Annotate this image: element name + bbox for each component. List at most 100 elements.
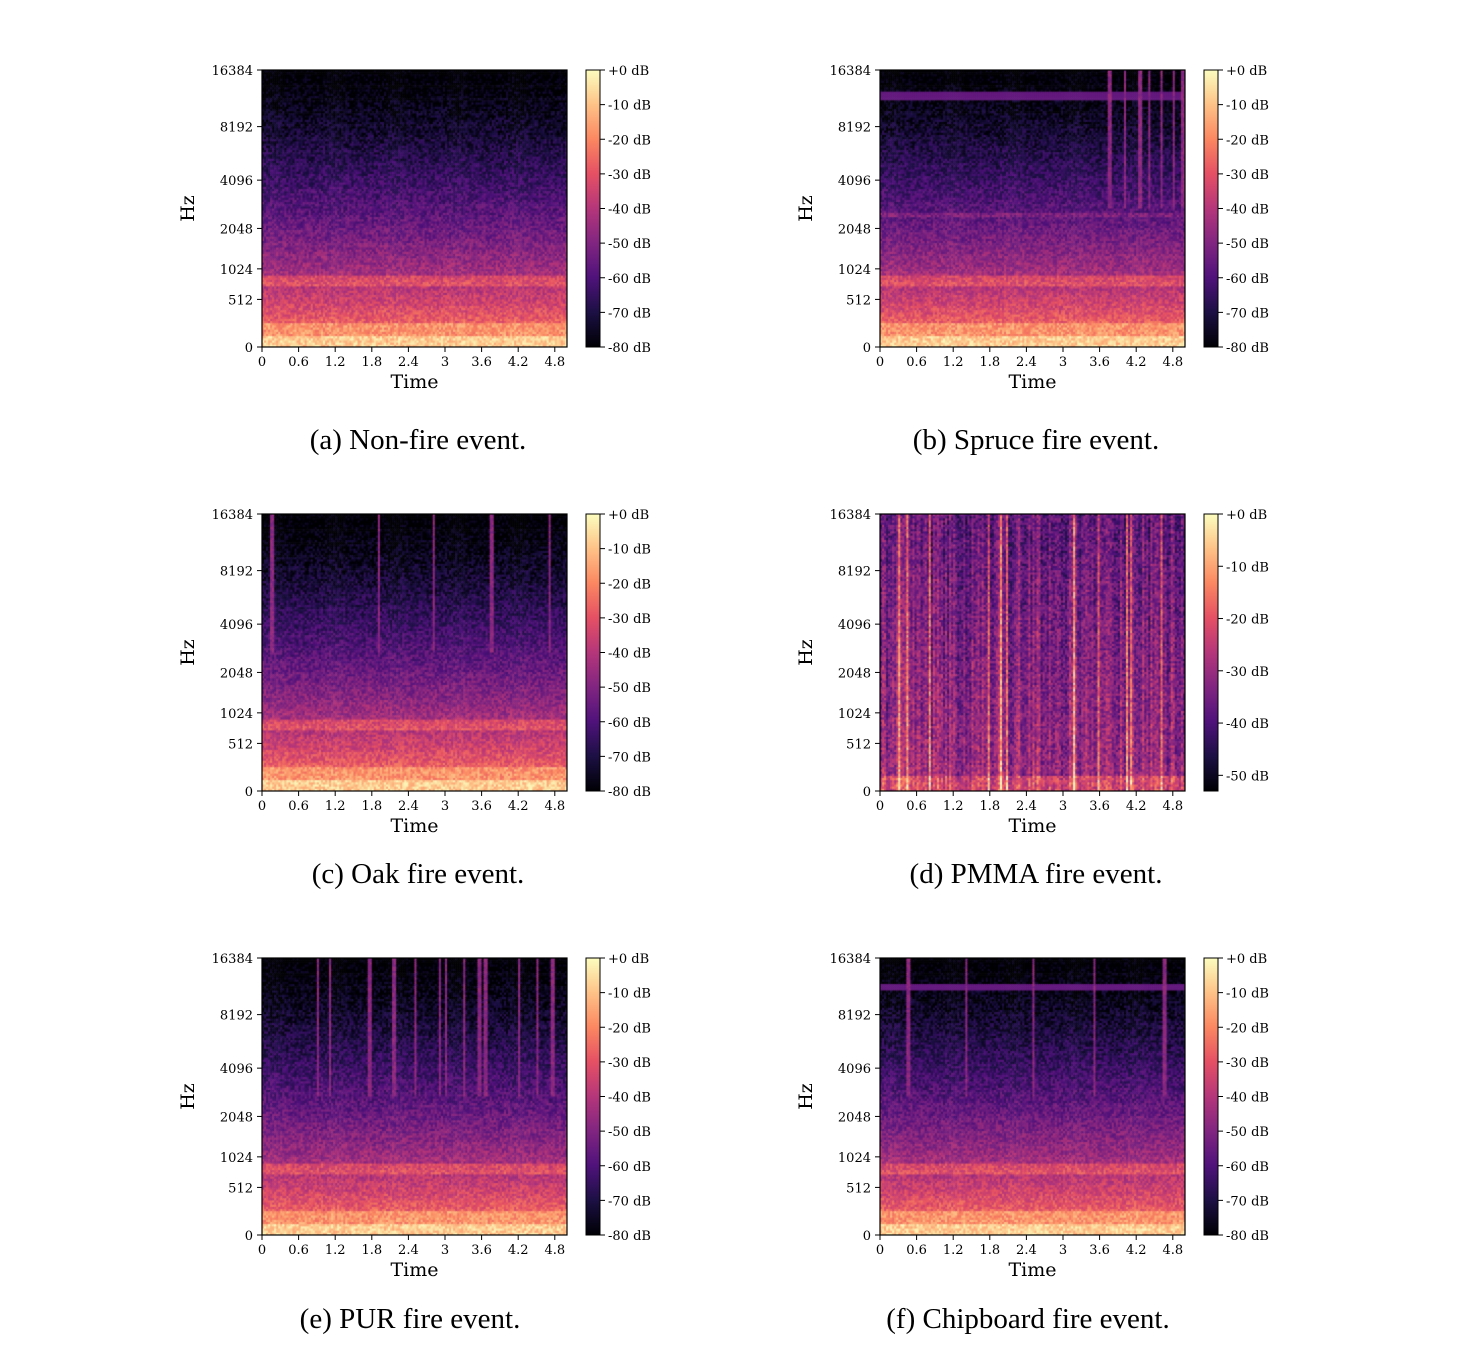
x-tick-label: 1.2: [943, 799, 964, 814]
spectrogram-chart: 0 0.6 1.2 1.8 2.4 3 3.6 4.2 4.8 Time 0 512 1024 2048 4…: [795, 508, 1269, 837]
y-tick-label: 16384: [830, 508, 871, 523]
colorbar-tick-label: -60 dB: [608, 716, 651, 731]
x-tick-label: 3: [1059, 799, 1067, 814]
x-tick-label: 1.8: [361, 355, 382, 370]
x-tick-label: 0.6: [288, 1243, 309, 1258]
colorbar-tick-label: -60 dB: [608, 1160, 651, 1175]
caption-d: (d) PMMA fire event.: [909, 858, 1163, 890]
y-tick-label: 1024: [838, 707, 871, 722]
spectrogram-image: [262, 70, 567, 347]
y-tick-label: 4096: [220, 1062, 253, 1077]
colorbar-tick-label: -40 dB: [608, 1091, 651, 1106]
y-tick-label: 1024: [220, 263, 253, 278]
x-tick-label: 1.2: [943, 1243, 964, 1258]
colorbar-tick-label: +0 dB: [1226, 952, 1267, 967]
x-tick-label: 0.6: [288, 355, 309, 370]
y-tick-label: 512: [846, 1181, 871, 1196]
colorbar-tick-label: -60 dB: [1226, 1160, 1269, 1175]
x-tick-label: 0: [258, 1243, 266, 1258]
x-tick-label: 4.8: [1162, 355, 1183, 370]
x-tick-label: 1.8: [361, 1243, 382, 1258]
y-tick-label: 4096: [838, 1062, 871, 1077]
x-tick-label: 3.6: [1089, 799, 1110, 814]
x-tick-label: 3: [441, 799, 449, 814]
x-tick-label: 0.6: [906, 355, 927, 370]
colorbar-tick-label: -40 dB: [1226, 717, 1269, 732]
colorbar-tick-label: -80 dB: [608, 785, 651, 800]
colorbar-tick-label: -40 dB: [1226, 1091, 1269, 1106]
y-axis-label: Hz: [177, 639, 199, 666]
plot-frame: [879, 957, 1186, 1236]
x-tick-label: 4.2: [508, 1243, 529, 1258]
panel-b: 0 0.6 1.2 1.8 2.4 3 3.6 4.2 4.8 Time 0 512 1024 2048 4…: [788, 55, 1408, 475]
plot-frame: [261, 513, 568, 792]
colorbar-tick-label: -70 dB: [1226, 306, 1269, 321]
x-tick-label: 4.2: [1126, 799, 1147, 814]
x-tick-label: 0: [258, 799, 266, 814]
y-tick-label: 16384: [212, 508, 253, 523]
colorbar-tick-label: -50 dB: [608, 681, 651, 696]
x-tick-label: 0: [258, 355, 266, 370]
y-tick-label: 2048: [220, 666, 253, 681]
colorbar-tick-label: -20 dB: [608, 133, 651, 148]
y-tick-label: 1024: [838, 1151, 871, 1166]
colorbar-tick-label: -30 dB: [608, 612, 651, 627]
y-tick-label: 4096: [220, 174, 253, 189]
x-tick-label: 1.2: [325, 799, 346, 814]
x-tick-label: 4.2: [1126, 1243, 1147, 1258]
caption-f: (f) Chipboard fire event.: [886, 1303, 1170, 1335]
colorbar-tick-label: +0 dB: [608, 952, 649, 967]
y-tick-label: 4096: [838, 618, 871, 633]
x-tick-label: 3: [1059, 1243, 1067, 1258]
colorbar-tick-label: -80 dB: [1226, 1229, 1269, 1244]
colorbar-tick-label: -10 dB: [608, 99, 651, 114]
colorbar: [1203, 957, 1219, 1236]
colorbar-tick-label: -50 dB: [1226, 237, 1269, 252]
y-tick-label: 4096: [838, 174, 871, 189]
x-tick-label: 3.6: [471, 799, 492, 814]
colorbar-tick-label: -40 dB: [608, 203, 651, 218]
y-tick-label: 512: [228, 293, 253, 308]
caption-c: (c) Oak fire event.: [311, 858, 525, 890]
colorbar-tick-label: -10 dB: [1226, 99, 1269, 114]
x-tick-label: 4.2: [1126, 355, 1147, 370]
x-tick-label: 4.8: [544, 799, 565, 814]
x-tick-label: 3.6: [471, 355, 492, 370]
caption-e: (e) PUR fire event.: [299, 1303, 521, 1335]
x-tick-label: 3: [441, 355, 449, 370]
colorbar-tick-label: -70 dB: [608, 1194, 651, 1209]
colorbar-tick-label: +0 dB: [1226, 64, 1267, 79]
x-tick-label: 4.8: [1162, 799, 1183, 814]
colorbar-tick-label: -30 dB: [1226, 168, 1269, 183]
x-tick-label: 0: [876, 799, 884, 814]
y-axis-label: Hz: [177, 195, 199, 222]
y-tick-label: 4096: [220, 618, 253, 633]
plot-frame: [879, 513, 1186, 792]
spectrogram-chart: 0 0.6 1.2 1.8 2.4 3 3.6 4.2 4.8 Time 0 512 1024 2048 4…: [177, 508, 651, 837]
y-axis-label: Hz: [795, 639, 817, 666]
colorbar-tick-label: +0 dB: [608, 508, 649, 523]
x-tick-label: 3: [441, 1243, 449, 1258]
x-tick-label: 2.4: [1016, 1243, 1037, 1258]
x-axis-label: Time: [390, 1259, 438, 1281]
x-tick-label: 3.6: [471, 1243, 492, 1258]
x-tick-label: 4.8: [544, 1243, 565, 1258]
colorbar-tick-label: -20 dB: [1226, 1021, 1269, 1036]
spectrogram-chart: 0 0.6 1.2 1.8 2.4 3 3.6 4.2 4.8 Time 0 512 1024 2048 4…: [177, 952, 651, 1281]
colorbar-tick-label: -30 dB: [1226, 665, 1269, 680]
x-tick-label: 2.4: [1016, 355, 1037, 370]
caption-b: (b) Spruce fire event.: [912, 424, 1160, 456]
spectrogram-image: [262, 514, 567, 791]
x-tick-label: 4.8: [1162, 1243, 1183, 1258]
colorbar-tick-label: -40 dB: [608, 647, 651, 662]
colorbar-tick-label: -30 dB: [608, 168, 651, 183]
spectrogram-image: [262, 958, 567, 1235]
colorbar-tick-label: -10 dB: [1226, 560, 1269, 575]
y-tick-label: 0: [245, 785, 253, 800]
x-axis-label: Time: [1008, 1259, 1056, 1281]
colorbar-tick-label: +0 dB: [1226, 508, 1267, 523]
y-tick-label: 16384: [830, 64, 871, 79]
colorbar-tick-label: -50 dB: [608, 1125, 651, 1140]
colorbar-tick-label: -60 dB: [1226, 272, 1269, 287]
spectrogram-image: [880, 514, 1185, 791]
